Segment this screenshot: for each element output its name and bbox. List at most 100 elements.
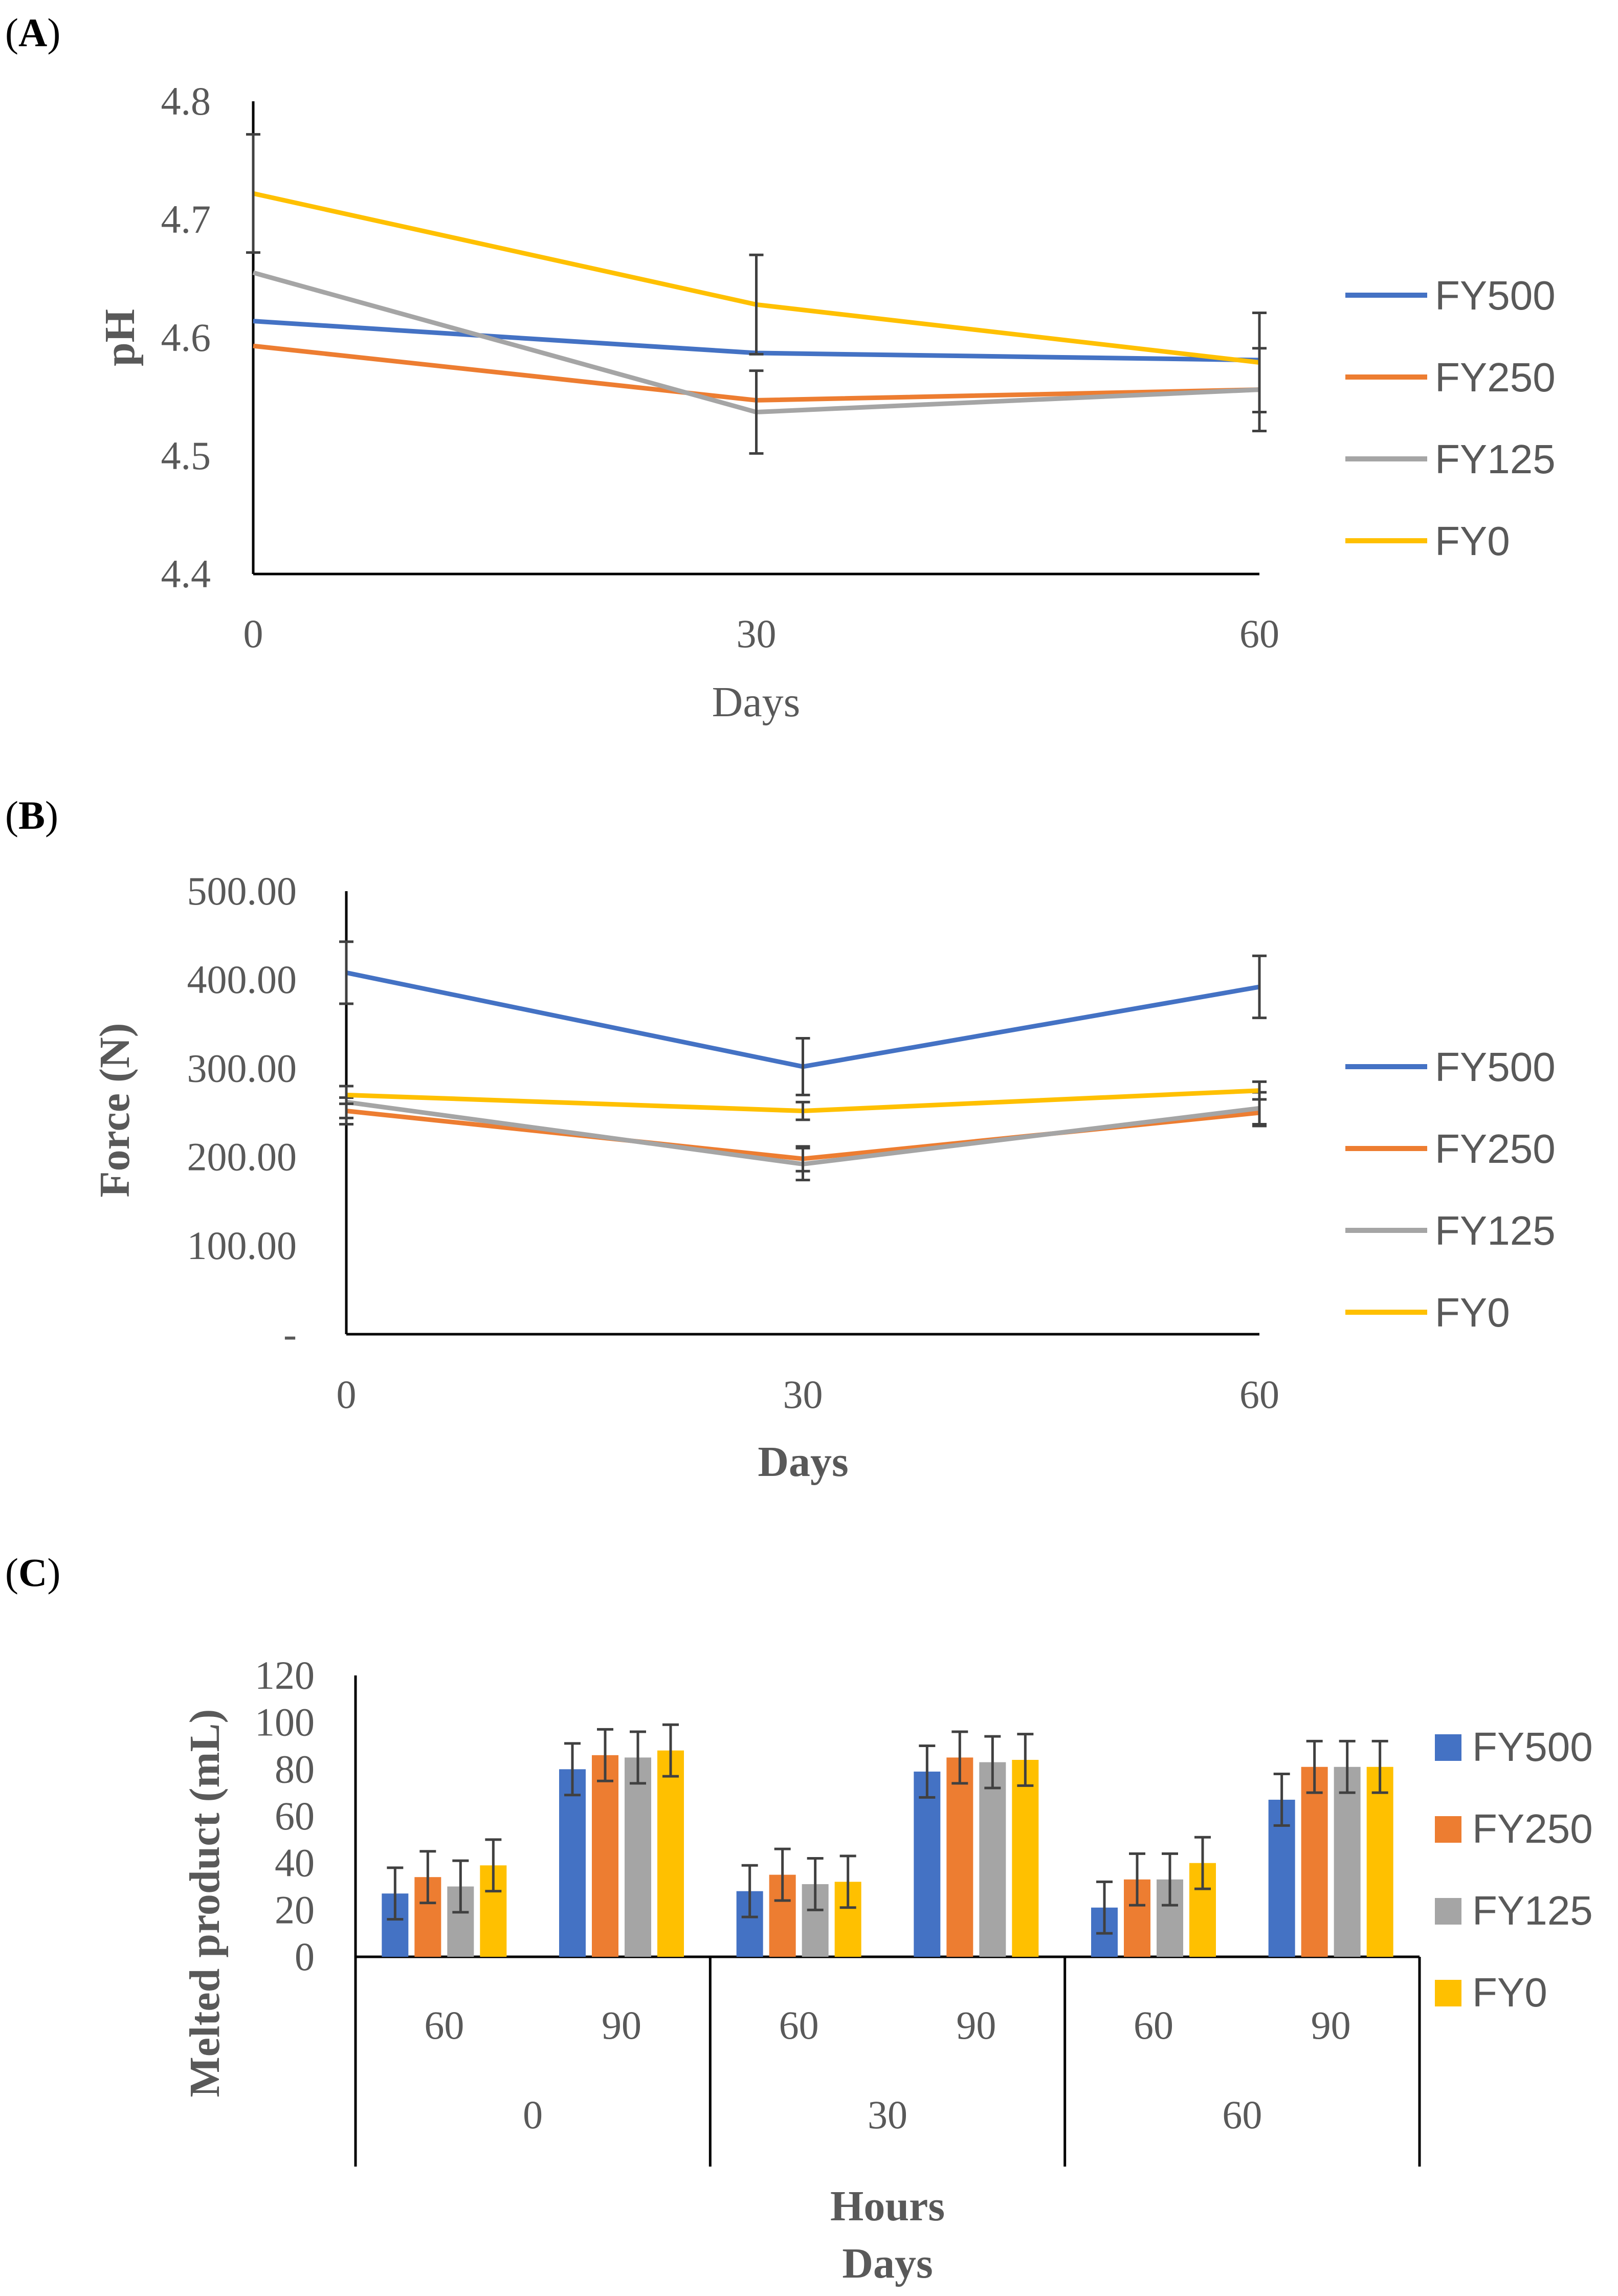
panel-b-x-tick-label: 0 <box>337 1372 357 1417</box>
panel-b-y-tick-label: 200.00 <box>187 1135 297 1179</box>
panel-c-y-tick-label: 120 <box>255 1653 315 1697</box>
panel-c-y-tick-label: 40 <box>275 1841 315 1885</box>
panel-c-legend-swatch-fy0 <box>1435 1980 1461 2006</box>
panel-c-bar-fy125 <box>625 1757 651 1957</box>
panel-c-bar-chart: (C) Melted product (mL) Hours Days 02040… <box>5 1550 1593 2287</box>
panel-a-x-tick-label: 60 <box>1239 611 1279 656</box>
panel-c-hours-title: Hours <box>830 2182 945 2230</box>
panel-c-error-bar <box>597 1728 613 1782</box>
panel-a-legend-label-fy0: FY0 <box>1435 518 1510 564</box>
panel-c-bar-fy125 <box>1334 1767 1361 1957</box>
panel-b-label: (B) <box>5 793 58 837</box>
panel-c-y-tick-label: 0 <box>295 1934 315 1979</box>
panel-a-legend-label-fy125: FY125 <box>1435 436 1556 482</box>
panel-c-bar-fy0 <box>1012 1760 1039 1957</box>
panel-c-bar-fy250 <box>592 1755 618 1957</box>
panel-b-y-tick-label: 500.00 <box>187 869 297 913</box>
panel-c-error-bar <box>1306 1739 1323 1794</box>
panel-c-error-bar <box>630 1730 646 1785</box>
panel-c-y-tick-label: 100 <box>255 1700 315 1745</box>
panel-c-error-bar <box>1162 1852 1178 1907</box>
panel-c-y-tick-label: 80 <box>275 1747 315 1791</box>
panel-b-error-bar <box>1252 1080 1267 1101</box>
panel-a-legend-label-fy250: FY250 <box>1435 355 1556 400</box>
panel-c-bar-fy0 <box>657 1750 684 1957</box>
panel-a-y-tick-label: 4.4 <box>161 551 211 596</box>
panel-b-plot-area: - 100.00 200.00 300.00 400.00 500.00 0 30 60 <box>187 869 1280 1417</box>
panel-c-error-bar <box>984 1735 1001 1790</box>
panel-c-error-bar <box>1194 1836 1211 1890</box>
panel-b-line-chart: (B) Force (N) Days - 100.00 200.00 300.00 40… <box>5 793 1556 1486</box>
panel-c-legend-swatch-fy500 <box>1435 1734 1461 1761</box>
panel-b-legend: FY500 FY250 FY125 FY0 <box>1345 1044 1556 1335</box>
panel-c-error-bar <box>452 1859 469 1914</box>
panel-c-error-bar <box>419 1850 436 1905</box>
panel-c-legend-label-fy125: FY125 <box>1472 1888 1593 1933</box>
panel-a-label: (A) <box>5 10 60 55</box>
panel-a-y-tick-label: 4.8 <box>161 79 211 123</box>
panel-c-error-bar <box>741 1864 758 1918</box>
panel-c-legend: FY500 FY250 FY125 FY0 <box>1435 1724 1593 2015</box>
panel-b-y-tick-label: 400.00 <box>187 957 297 1002</box>
panel-c-error-bar <box>774 1847 791 1902</box>
panel-c-bar-fy0 <box>1366 1767 1393 1957</box>
panel-c-legend-swatch-fy250 <box>1435 1816 1461 1843</box>
panel-a-y-tick-label: 4.5 <box>161 433 211 478</box>
panel-a-legend-label-fy500: FY500 <box>1435 273 1556 318</box>
panel-c-error-bar <box>1339 1739 1356 1794</box>
panel-c-bar-fy250 <box>946 1757 973 1957</box>
panel-a-error-bar <box>1252 311 1267 414</box>
panel-b-y-tick-label: 300.00 <box>187 1046 297 1090</box>
panel-c-bar-fy250 <box>1301 1767 1328 1957</box>
panel-b-error-bar <box>795 1037 810 1096</box>
panel-c-legend-label-fy500: FY500 <box>1472 1724 1593 1770</box>
panel-b-legend-label-fy125: FY125 <box>1435 1208 1556 1253</box>
panel-b-y-axis-title: Force (N) <box>91 1023 139 1197</box>
panel-a-y-tick-label: 4.7 <box>161 197 211 241</box>
panel-c-error-bar <box>387 1866 404 1921</box>
panel-b-legend-label-fy250: FY250 <box>1435 1126 1556 1172</box>
panel-a-x-axis-title: Days <box>712 678 801 726</box>
panel-c-bar-fy125 <box>979 1762 1006 1957</box>
panel-b-legend-label-fy500: FY500 <box>1435 1044 1556 1090</box>
panel-c-days-tick-label: 60 <box>1222 2092 1262 2137</box>
panel-c-label: (C) <box>5 1550 60 1595</box>
panel-c-error-bar <box>1273 1773 1290 1827</box>
panel-b-error-bar <box>795 1146 810 1182</box>
panel-b-legend-label-fy0: FY0 <box>1435 1290 1510 1335</box>
panel-c-days-title: Days <box>842 2240 933 2287</box>
panel-a-line-chart: (A) pH Days 4.44.54.64.74.80 30 60 FY500FY… <box>5 10 1556 726</box>
panel-b-x-axis-title: Days <box>758 1438 848 1486</box>
panel-c-error-bar <box>1371 1739 1388 1794</box>
panel-a-y-axis-title: pH <box>96 309 144 366</box>
panel-c-y-tick-label: 60 <box>275 1794 315 1838</box>
panel-c-error-bar <box>951 1730 968 1785</box>
panel-a-plot-area: 4.4 4.5 4.6 4.7 4.8 0 30 60 <box>161 79 1280 656</box>
panel-c-error-bar <box>1017 1733 1034 1787</box>
panel-c-hours-tick-label: 90 <box>1311 2003 1351 2047</box>
panel-b-y-tick-label: - <box>283 1312 297 1356</box>
panel-b-x-tick-label: 60 <box>1239 1372 1279 1417</box>
panel-c-bar-fy500 <box>914 1771 941 1957</box>
panel-c-y-tick-label: 20 <box>275 1887 315 1932</box>
panel-a-y-tick-label: 4.6 <box>161 315 211 360</box>
panel-c-hours-tick-label: 60 <box>424 2003 464 2047</box>
panel-c-error-bar <box>485 1838 502 1893</box>
panel-a-x-tick-label: 0 <box>243 611 263 656</box>
panel-b-error-bar <box>1252 954 1267 1020</box>
panel-a-legend: FY500 FY250 FY125 FY0 <box>1345 273 1556 564</box>
panel-c-legend-label-fy250: FY250 <box>1472 1806 1593 1851</box>
panel-c-days-tick-label: 0 <box>523 2092 543 2137</box>
panel-b-error-bar <box>795 1100 810 1121</box>
panel-b-y-tick-label: 100.00 <box>187 1223 297 1268</box>
panel-c-error-bar <box>839 1855 856 1909</box>
panel-c-legend-swatch-fy125 <box>1435 1898 1461 1925</box>
panel-c-error-bar <box>564 1742 581 1797</box>
panel-c-hours-tick-label: 60 <box>1134 2003 1173 2047</box>
panel-b-x-tick-label: 30 <box>783 1372 823 1417</box>
panel-a-error-bar <box>749 369 764 455</box>
panel-a-x-tick-label: 30 <box>737 611 777 656</box>
panel-c-bar-fy500 <box>559 1769 586 1957</box>
